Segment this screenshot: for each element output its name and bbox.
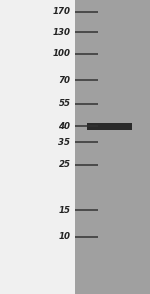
Text: 25: 25 bbox=[58, 160, 70, 169]
Text: 130: 130 bbox=[52, 28, 70, 37]
Text: 170: 170 bbox=[52, 7, 70, 16]
Text: 70: 70 bbox=[58, 76, 70, 85]
Text: 35: 35 bbox=[58, 138, 70, 146]
Bar bbox=[75, 0, 150, 294]
Text: 100: 100 bbox=[52, 49, 70, 58]
Bar bbox=[87, 123, 132, 130]
Text: 55: 55 bbox=[58, 99, 70, 108]
Text: 10: 10 bbox=[58, 232, 70, 241]
Text: 40: 40 bbox=[58, 122, 70, 131]
Text: 15: 15 bbox=[58, 206, 70, 215]
